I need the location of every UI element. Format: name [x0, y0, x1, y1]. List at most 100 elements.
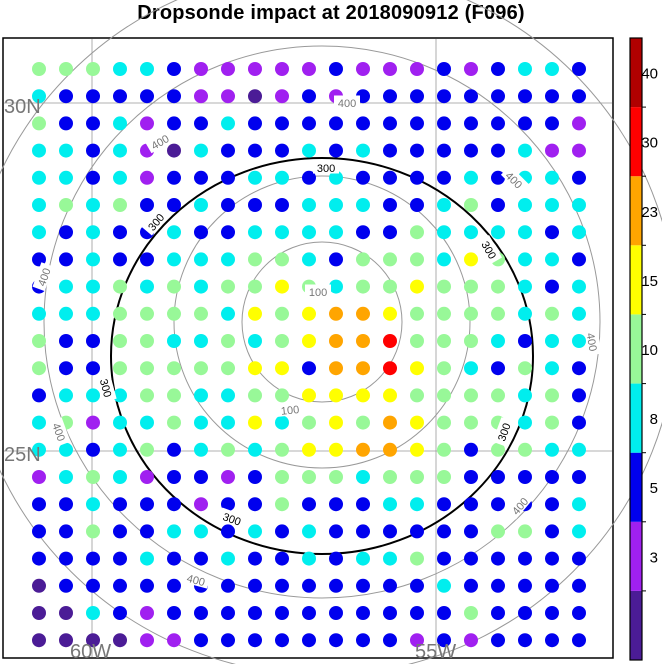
lon-label: 55W [415, 641, 456, 663]
impact-dot [113, 334, 127, 348]
impact-dot [491, 524, 505, 539]
impact-dot [545, 442, 559, 457]
impact-dot [464, 198, 478, 212]
impact-dot [248, 578, 262, 593]
impact-dot [86, 578, 100, 593]
impact-dot [32, 606, 46, 620]
impact-dot [329, 361, 343, 376]
colorbar-segment [630, 452, 642, 522]
impact-dot [248, 388, 262, 403]
impact-dot [167, 116, 181, 131]
impact-dot [167, 578, 181, 593]
impact-dot [140, 334, 154, 348]
impact-dot [356, 606, 370, 620]
impact-dot [167, 388, 181, 403]
impact-dot [437, 606, 451, 620]
range-ring-label-bg [477, 234, 502, 265]
impact-dot [167, 89, 181, 104]
impact-dot [437, 524, 451, 539]
impact-dot [32, 415, 46, 430]
impact-dot [437, 116, 451, 131]
impact-dot [140, 116, 154, 131]
impact-dot [464, 578, 478, 593]
impact-dot [410, 198, 424, 212]
colorbar-tick-label: 30 [641, 135, 658, 152]
impact-dot [437, 361, 451, 376]
impact-dot [356, 225, 370, 240]
impact-dot [248, 279, 262, 294]
map-axis-labels: 30N 25N 60W 55W [4, 96, 456, 663]
lat-label: 25N [4, 444, 41, 466]
impact-dot [275, 143, 289, 158]
impact-dot [572, 279, 586, 294]
impact-dot [221, 62, 235, 76]
range-ring-label-bg [334, 95, 360, 109]
impact-dot [59, 143, 73, 158]
impact-dot [248, 116, 262, 131]
impact-dot [86, 388, 100, 403]
impact-dot [572, 551, 586, 566]
impact-dot [410, 442, 424, 457]
range-ring-label-bg [32, 262, 54, 292]
colorbar-tick-label: 3 [650, 549, 658, 566]
impact-dot [491, 578, 505, 593]
impact-dot [248, 62, 262, 76]
impact-dot [383, 143, 397, 158]
impact-dot [383, 606, 397, 620]
impact-dot [275, 497, 289, 512]
impact-dot [410, 116, 424, 131]
impact-dot [194, 524, 208, 539]
impact-dot [275, 89, 289, 104]
impact-dot [59, 606, 73, 620]
impact-dot [356, 470, 370, 484]
impact-dot [356, 170, 370, 185]
impact-dot [167, 497, 181, 512]
colorbar-tick-label: 40 [641, 66, 658, 83]
impact-dot [572, 606, 586, 620]
impact-dot [275, 170, 289, 185]
impact-dot [32, 497, 46, 512]
range-ring-label: 100 [305, 284, 331, 299]
impact-dot [302, 62, 316, 76]
impact-dot [572, 225, 586, 240]
lon-label: 60W [70, 641, 111, 663]
impact-dot [545, 116, 559, 131]
impact-dot [302, 89, 316, 104]
impact-dot [491, 225, 505, 240]
impact-dot [248, 606, 262, 620]
impact-dot [356, 62, 370, 76]
impact-dot [194, 252, 208, 267]
range-ring-label: 400 [334, 95, 360, 110]
impact-dot [437, 252, 451, 267]
impact-dot [518, 551, 532, 566]
impact-dot [140, 252, 154, 267]
impact-dot [221, 633, 235, 648]
impact-dot [356, 388, 370, 403]
impact-dot [248, 143, 262, 158]
impact-dot [194, 225, 208, 240]
impact-dot [464, 442, 478, 457]
impact-dot [248, 551, 262, 566]
impact-dot [302, 388, 316, 403]
impact-dot [248, 225, 262, 240]
impact-dot [140, 497, 154, 512]
impact-dot [86, 497, 100, 512]
impact-dot [113, 497, 127, 512]
impact-dot [383, 415, 397, 430]
impact-dot [86, 415, 100, 430]
impact-dot [59, 578, 73, 593]
impact-dot [545, 497, 559, 512]
impact-dot [32, 524, 46, 539]
impact-dot [194, 143, 208, 158]
impact-dot [221, 470, 235, 484]
impact-dot [545, 279, 559, 294]
impact-dot [167, 170, 181, 185]
impact-dot [356, 633, 370, 648]
impact-dot [221, 143, 235, 158]
impact-dot [32, 143, 46, 158]
impact-dot [383, 116, 397, 131]
impact-dot [221, 415, 235, 430]
impact-dot [383, 388, 397, 403]
